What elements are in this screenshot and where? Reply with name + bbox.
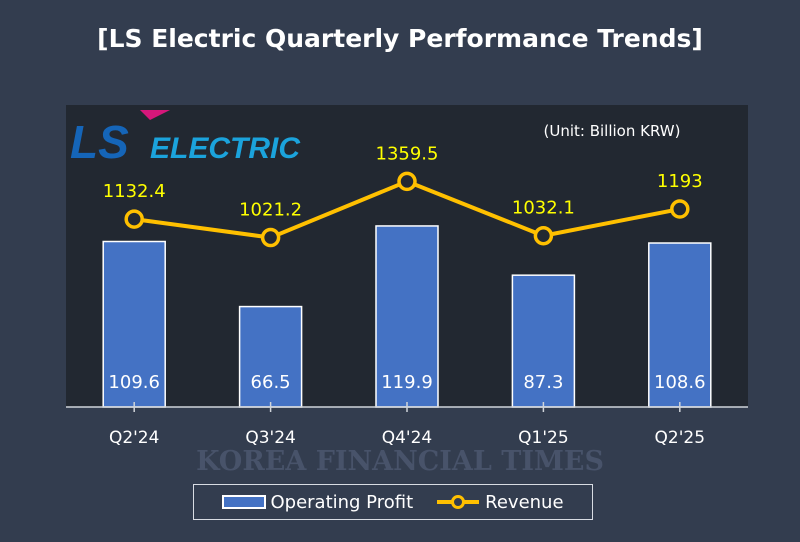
bar-value-label: 87.3	[523, 372, 563, 393]
revenue-point	[533, 225, 554, 246]
bar-value-label: 66.5	[251, 372, 291, 393]
legend: Operating Profit Revenue	[193, 484, 593, 520]
x-tick-label: Q2'25	[655, 428, 706, 448]
revenue-point	[260, 227, 281, 248]
logo: LS ELECTRIC	[70, 110, 301, 168]
revenue-value-label: 1193	[657, 171, 703, 192]
revenue-value-label: 1032.1	[512, 198, 575, 219]
bar-swatch-icon	[222, 495, 267, 509]
logo-electric: ELECTRIC	[150, 132, 301, 165]
x-tick-label: Q1'25	[518, 428, 569, 448]
revenue-value-label: 1132.4	[103, 181, 166, 202]
line-marker-icon	[437, 495, 480, 509]
bar-operating-profit	[648, 242, 712, 408]
x-tick-label: Q3'24	[245, 428, 296, 448]
revenue-point	[397, 171, 417, 192]
revenue-point	[124, 209, 144, 229]
bar-value-label: 109.6	[108, 372, 160, 393]
bar-value-label: 119.9	[381, 372, 433, 393]
unit-note: (Unit: Billion KRW)	[544, 122, 681, 140]
legend-item-revenue: Revenue	[435, 491, 564, 513]
legend-label: Operating Profit	[270, 491, 414, 513]
logo-accent	[140, 110, 170, 120]
chart-title: [LS Electric Quarterly Performance Trend…	[97, 24, 703, 53]
labels-group: 109.6 Q2'24 66.5 Q3'24 119.9 Q4'24 87.3 Q1'25 10…	[103, 143, 706, 448]
bars-group	[102, 225, 712, 408]
watermark-text: KOREA FINANCIAL TIMES	[196, 446, 604, 477]
revenue-value-label: 1359.5	[376, 143, 439, 164]
legend-label: Revenue	[485, 491, 564, 513]
x-tick-label: Q4'24	[382, 428, 433, 448]
revenue-value-label: 1021.2	[239, 200, 302, 221]
legend-item-operating-profit: Operating Profit	[222, 492, 413, 513]
bar-value-label: 108.6	[654, 372, 706, 393]
line-group	[124, 171, 690, 248]
x-tick-label: Q2'24	[109, 428, 160, 448]
logo-ls: LS	[70, 116, 129, 168]
revenue-point	[670, 199, 690, 219]
